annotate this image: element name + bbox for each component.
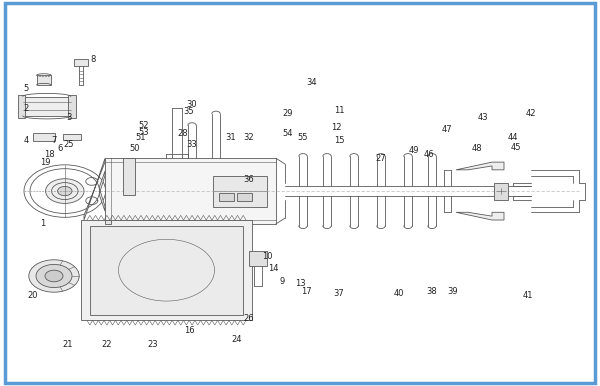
Text: 51: 51 (136, 132, 146, 142)
Text: 22: 22 (101, 340, 112, 349)
Polygon shape (456, 212, 504, 220)
Text: 11: 11 (334, 105, 344, 115)
Circle shape (495, 187, 507, 195)
Bar (33, 133, 55, 141)
Bar (63, 134, 81, 140)
Text: 50: 50 (130, 144, 140, 153)
Text: 49: 49 (409, 146, 419, 155)
Text: 55: 55 (298, 132, 308, 142)
Circle shape (40, 102, 54, 111)
Text: 28: 28 (178, 129, 188, 138)
Circle shape (58, 186, 72, 196)
Text: 21: 21 (62, 340, 73, 349)
Text: 42: 42 (526, 109, 536, 119)
Text: 29: 29 (283, 109, 293, 119)
Text: 4: 4 (24, 136, 29, 146)
Bar (123, 158, 135, 195)
Text: 45: 45 (511, 143, 521, 152)
Text: 23: 23 (148, 340, 158, 349)
Polygon shape (456, 162, 504, 170)
Text: 8: 8 (91, 55, 95, 64)
Bar (219, 193, 234, 201)
Text: 24: 24 (232, 335, 242, 344)
Text: 38: 38 (427, 287, 437, 296)
Text: 54: 54 (283, 129, 293, 138)
Bar (68, 95, 76, 118)
Circle shape (45, 270, 63, 282)
Bar (213, 176, 267, 207)
Text: 26: 26 (244, 314, 254, 323)
Text: 3: 3 (67, 113, 71, 122)
Bar (18, 95, 25, 118)
Bar (237, 193, 252, 201)
Polygon shape (100, 171, 105, 193)
Polygon shape (84, 158, 105, 220)
Text: 5: 5 (24, 84, 29, 93)
Text: 20: 20 (28, 291, 38, 300)
Text: 47: 47 (442, 125, 452, 134)
Text: 7: 7 (52, 136, 56, 146)
Text: 6: 6 (58, 144, 62, 153)
Text: 2: 2 (24, 103, 29, 113)
Text: 30: 30 (187, 100, 197, 109)
Text: 46: 46 (424, 150, 434, 159)
Text: 53: 53 (139, 127, 149, 137)
Circle shape (29, 260, 79, 292)
Polygon shape (105, 220, 111, 224)
Text: 19: 19 (40, 157, 51, 167)
Bar (74, 59, 88, 66)
Text: 9: 9 (280, 277, 284, 286)
Bar (81, 220, 252, 320)
Text: 31: 31 (226, 132, 236, 142)
Circle shape (36, 264, 72, 288)
Text: 32: 32 (244, 132, 254, 142)
Circle shape (46, 179, 84, 203)
Text: 13: 13 (295, 279, 305, 288)
Text: 40: 40 (394, 289, 404, 298)
Text: 1: 1 (41, 219, 46, 229)
Text: 37: 37 (334, 289, 344, 298)
Text: 44: 44 (508, 132, 518, 142)
Text: 12: 12 (331, 123, 341, 132)
Text: 33: 33 (187, 140, 197, 149)
Text: 10: 10 (262, 252, 272, 261)
Text: 48: 48 (472, 144, 482, 153)
Text: 35: 35 (184, 107, 194, 117)
Text: 15: 15 (334, 136, 344, 146)
Text: 41: 41 (523, 291, 533, 300)
Text: 18: 18 (44, 150, 55, 159)
Text: 17: 17 (301, 287, 311, 296)
Text: 16: 16 (184, 325, 194, 335)
Bar (494, 183, 508, 200)
Circle shape (40, 134, 48, 140)
Bar (249, 251, 267, 266)
Bar (90, 226, 243, 315)
Bar (37, 75, 51, 85)
Text: 34: 34 (307, 78, 317, 88)
Text: 14: 14 (268, 264, 278, 273)
Text: 52: 52 (139, 121, 149, 130)
Text: 36: 36 (244, 175, 254, 184)
Text: 25: 25 (64, 140, 74, 149)
Text: 43: 43 (478, 113, 488, 122)
Bar (23, 96, 71, 116)
Polygon shape (100, 189, 105, 211)
Text: 39: 39 (448, 287, 458, 296)
Text: 27: 27 (376, 154, 386, 163)
Bar (105, 158, 276, 224)
